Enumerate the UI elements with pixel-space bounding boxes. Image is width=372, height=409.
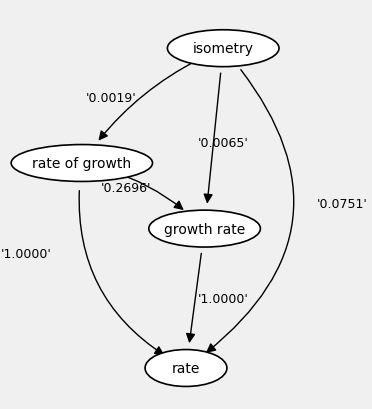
Text: '0.0751': '0.0751' (317, 198, 368, 211)
Text: '1.0000': '1.0000' (198, 292, 248, 305)
FancyArrowPatch shape (99, 61, 198, 140)
FancyArrowPatch shape (187, 254, 201, 342)
Text: rate: rate (172, 361, 200, 375)
Text: '0.0019': '0.0019' (86, 92, 137, 105)
FancyArrowPatch shape (204, 74, 221, 203)
FancyArrowPatch shape (207, 70, 294, 352)
Text: rate of growth: rate of growth (32, 157, 131, 171)
Text: '0.2696': '0.2696' (101, 182, 152, 195)
Text: growth rate: growth rate (164, 222, 245, 236)
FancyArrowPatch shape (79, 191, 163, 355)
Ellipse shape (149, 211, 260, 247)
Ellipse shape (11, 145, 153, 182)
Ellipse shape (145, 350, 227, 387)
Text: '1.0000': '1.0000' (1, 247, 51, 260)
Text: '0.0065': '0.0065' (198, 137, 248, 150)
FancyArrowPatch shape (109, 171, 183, 210)
Text: isometry: isometry (193, 42, 254, 56)
Ellipse shape (167, 31, 279, 67)
